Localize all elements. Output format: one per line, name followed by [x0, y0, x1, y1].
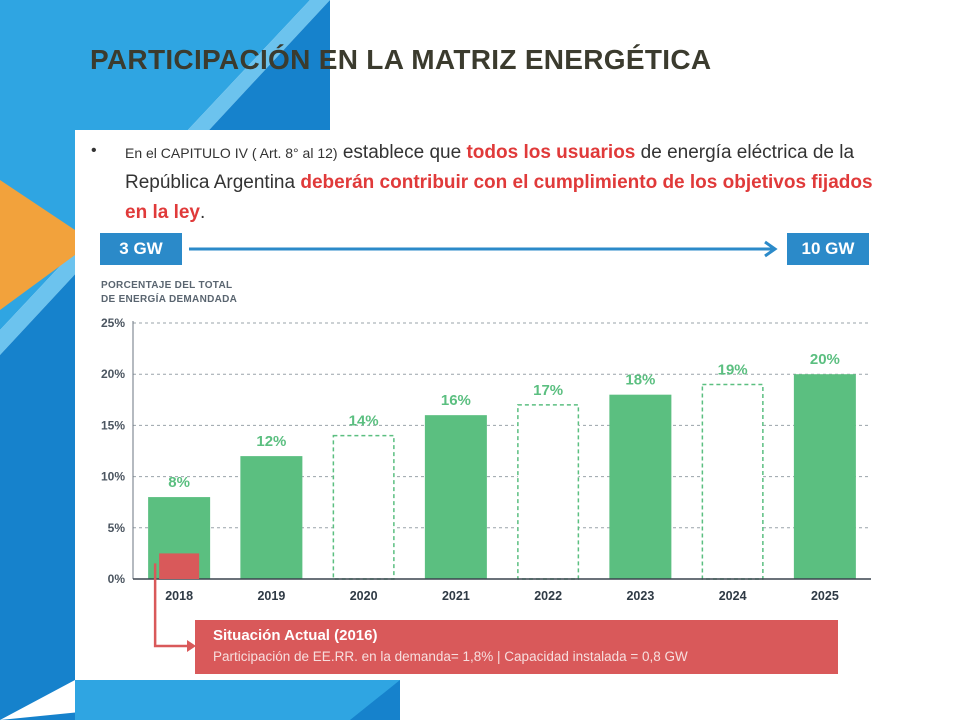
capacity-end-badge: 10 GW [787, 233, 869, 265]
value-label-2022: 17% [533, 382, 563, 399]
x-tick-label-2020: 2020 [350, 589, 378, 603]
x-tick-label-2021: 2021 [442, 589, 470, 603]
current-connector-arrowhead [187, 640, 196, 652]
y-tick-label: 10% [101, 470, 125, 484]
bar-chart: 0% 5% 10% 15% 20% 25% 8% 2018 12% 2019 14% 2020 16% 2… [101, 316, 871, 652]
bar-2021 [424, 415, 487, 579]
capacity-arrow [189, 240, 778, 258]
x-tick-label-2024: 2024 [719, 589, 747, 603]
status-box: Situación Actual (2016) Participación de… [195, 620, 838, 674]
x-tick-label-2022: 2022 [534, 589, 562, 603]
y-tick-label: 20% [101, 367, 125, 381]
capacity-start-badge: 3 GW [100, 233, 182, 265]
status-detail: Participación de EE.RR. en la demanda= 1… [213, 649, 688, 664]
y-tick-label: 15% [101, 418, 125, 432]
x-tick-label-2023: 2023 [626, 589, 654, 603]
value-label-2021: 16% [441, 392, 471, 409]
bullet-text: En el CAPITULO IV ( Art. 8° al 12) estab… [125, 138, 875, 228]
value-label-2020: 14% [349, 413, 379, 430]
y-axis-title-line-2: DE ENERGÍA DEMANDADA [101, 294, 238, 305]
bar-2022 [517, 404, 580, 580]
page-title: PARTICIPACIÓN EN LA MATRIZ ENERGÉTICA [90, 44, 712, 75]
bar-2023 [609, 394, 672, 579]
bullet-marker: • [91, 142, 97, 159]
value-label-2019: 12% [256, 433, 286, 450]
x-tick-label-2018: 2018 [165, 589, 193, 603]
value-label-2025: 20% [810, 351, 840, 368]
bullet-part-5: . [200, 202, 206, 223]
y-tick-label: 0% [108, 572, 126, 586]
bullet-part-2: todos los usuarios [466, 142, 636, 163]
orange-arrow-shape [0, 180, 75, 310]
y-tick-label: 25% [101, 316, 125, 330]
bullet-part-4: deberán contribuir con el cumplimiento d… [125, 172, 873, 223]
bullet-part-0: En el CAPITULO IV ( Art. 8° al 12) [125, 145, 338, 161]
bar-2019 [240, 456, 303, 579]
bar-2025 [793, 374, 856, 579]
value-label-2024: 19% [718, 361, 748, 378]
bar-2024 [701, 383, 764, 580]
current-situation-bar [159, 553, 200, 579]
blue-bottom-strip [75, 680, 400, 720]
y-tick-label: 5% [108, 521, 126, 535]
bullet-part-3: de energía eléctrica de la República Arg… [125, 142, 855, 193]
x-tick-label-2019: 2019 [257, 589, 285, 603]
status-title: Situación Actual (2016) [213, 627, 378, 644]
x-tick-label-2025: 2025 [811, 589, 839, 603]
bullet-part-1: establece que [337, 142, 467, 163]
bar-2020 [332, 434, 395, 580]
value-label-2018: 8% [168, 474, 190, 491]
y-axis-title: PORCENTAJE DEL TOTAL DE ENERGÍA DEMANDAD… [101, 279, 237, 307]
content-panel: • En el CAPITULO IV ( Art. 8° al 12) est… [75, 130, 885, 680]
y-axis-title-line-1: PORCENTAJE DEL TOTAL [101, 280, 233, 291]
value-label-2023: 18% [625, 372, 655, 389]
current-connector-line [153, 563, 189, 648]
